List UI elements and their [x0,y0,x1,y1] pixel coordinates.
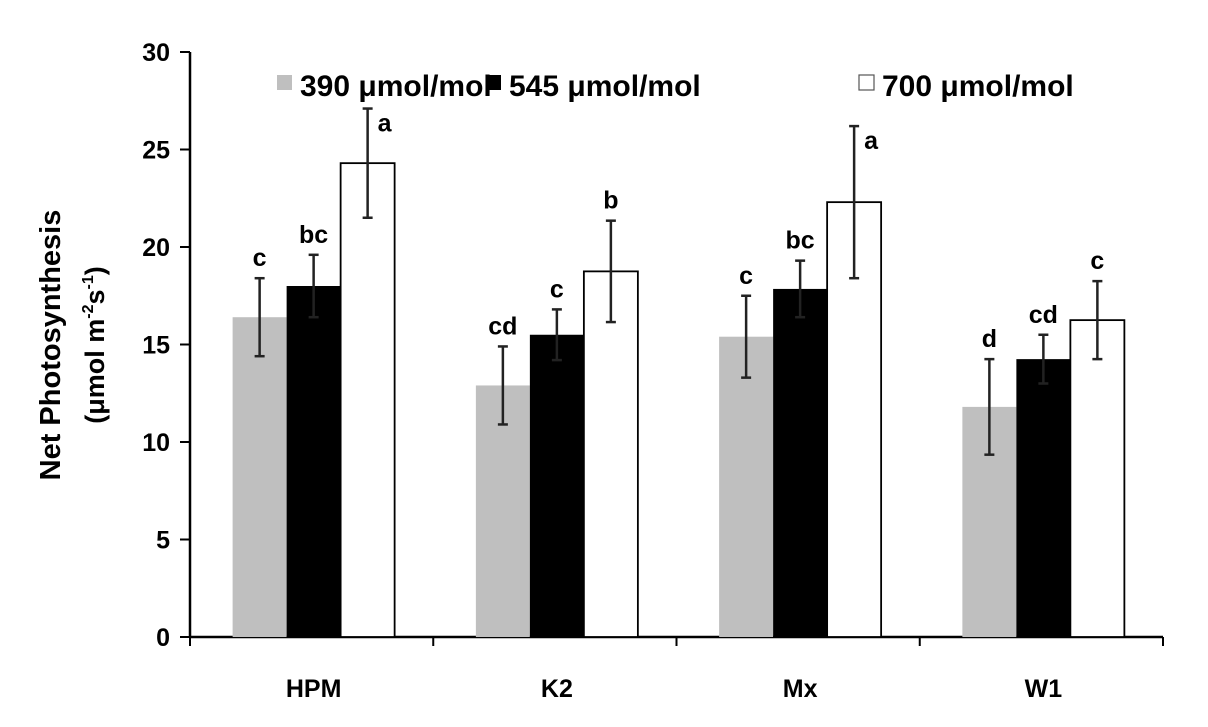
significance-letter: bc [786,227,815,255]
legend-swatch [486,75,501,90]
y-tick-label: 0 [156,624,170,652]
x-tick-label: W1 [1025,675,1063,703]
bar [719,336,774,637]
significance-letter: b [603,187,618,215]
y-tick-label: 10 [142,429,170,457]
x-tick-label: Mx [783,675,818,703]
y-tick-label: 25 [142,137,170,165]
significance-letter: c [1090,247,1104,275]
y-tick-label: 30 [142,39,170,67]
bar [475,385,530,637]
y-tick-label: 5 [156,527,170,555]
bar [582,270,639,638]
y-axis-title: Net Photosynthesis [35,210,67,481]
legend: 390 μmol/mol 545 μmol/mol 700 μmol/mol [277,70,1074,103]
y-axis-units: (μmol m-2s-1) [80,266,110,424]
significance-letter: a [864,127,879,155]
significance-letter: c [550,275,564,303]
x-tick-label: HPM [286,675,342,703]
significance-letter: c [253,244,267,272]
x-tick-label: K2 [541,675,573,703]
significance-letter: c [739,262,753,290]
bar [339,162,396,638]
bar [1016,359,1071,637]
significance-letter: bc [299,221,328,249]
legend-label: 390 μmol/mol [300,70,492,103]
legend-label: 700 μmol/mol [882,70,1074,103]
legend-swatch [277,75,292,90]
significance-letter: d [982,325,997,353]
significance-letter: a [378,110,393,138]
y-tick-label: 15 [142,332,170,360]
significance-letter: cd [1029,301,1058,329]
bar [286,286,341,637]
significance-letter: cd [488,312,517,340]
bar [1069,319,1126,638]
legend-swatch [858,74,875,91]
bar [232,317,287,637]
bar [529,334,584,637]
legend-label: 545 μmol/mol [509,70,701,103]
y-axis-label: Net Photosynthesis (μmol m-2s-1) [35,210,110,481]
bar [773,288,828,637]
y-tick-label: 20 [142,234,170,262]
